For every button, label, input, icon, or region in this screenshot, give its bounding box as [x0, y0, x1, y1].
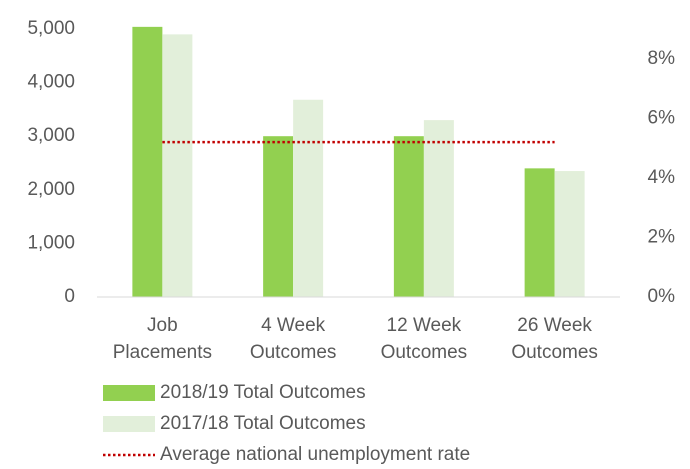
bar	[162, 34, 193, 298]
bar	[263, 136, 294, 297]
legend-label: 2018/19 Total Outcomes	[160, 382, 366, 403]
y2-tick-label: 8%	[648, 48, 676, 69]
x-tick-label: 26 Week Outcomes	[511, 315, 598, 363]
legend-swatch	[103, 416, 155, 432]
y2-tick-label: 4%	[648, 167, 676, 188]
x-tick-label: 12 Week Outcomes	[380, 315, 468, 363]
y2-tick-label: 6%	[648, 107, 676, 128]
bar	[132, 26, 163, 298]
y-tick-label: 1,000	[27, 232, 75, 253]
bar	[293, 99, 324, 297]
x-tick-label: Job Placements	[112, 315, 213, 363]
legend-label: 2017/18 Total Outcomes	[160, 413, 366, 434]
bar	[524, 168, 555, 297]
y-tick-label: 0	[64, 286, 75, 307]
bar	[423, 120, 454, 298]
y2-tick-label: 0%	[648, 286, 676, 307]
y2-tick-label: 2%	[648, 226, 676, 247]
legend-swatch	[103, 385, 155, 401]
bar	[393, 136, 424, 297]
legend-label: Average national unemployment rate	[160, 444, 471, 465]
x-tick-label: 4 Week Outcomes	[249, 315, 337, 363]
y-tick-label: 2,000	[27, 179, 75, 200]
y-tick-label: 4,000	[27, 72, 75, 93]
bar	[554, 171, 585, 297]
y-tick-label: 5,000	[27, 18, 75, 39]
y-tick-label: 3,000	[27, 125, 75, 146]
